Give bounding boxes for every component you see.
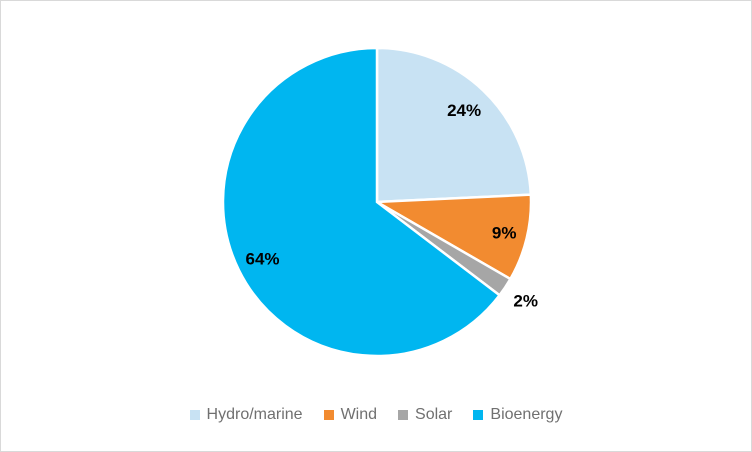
data-label-hydro-marine: 24% [447,101,481,120]
legend-item-bioenergy[interactable]: Bioenergy [473,406,562,424]
data-label-wind: 9% [492,223,517,242]
legend-swatch-wind [323,410,334,420]
data-label-solar: 2% [513,292,538,311]
legend-item-hydro-marine[interactable]: Hydro/marine [189,406,303,424]
pie-slice-hydro-marine[interactable] [375,46,533,204]
legend-label: Solar [415,406,453,423]
pie-slice-wind[interactable] [372,193,533,281]
legend-item-wind[interactable]: Wind [323,406,378,424]
legend-swatch-solar [398,410,409,420]
legend-swatch-hydro-marine [189,410,200,420]
legend-item-solar[interactable]: Solar [398,406,452,424]
chart-legend: Hydro/marine Wind Solar Bioenergy [1,402,751,428]
pie-slice-bioenergy[interactable] [221,46,502,358]
legend-label: Hydro/marine [206,406,303,423]
legend-label: Bioenergy [490,406,563,423]
legend-label: Wind [340,406,378,423]
legend-swatch-bioenergy [473,410,484,420]
data-label-bioenergy: 64% [245,249,279,268]
